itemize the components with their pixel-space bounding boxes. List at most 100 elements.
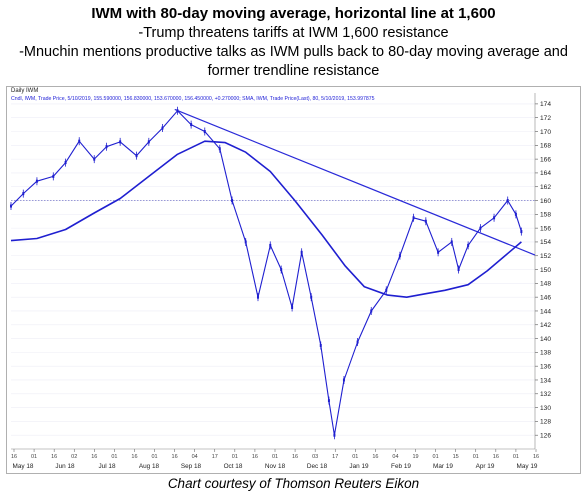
x-day-label: 01 bbox=[232, 454, 238, 460]
price-candle-body bbox=[161, 126, 164, 130]
grid-layer: 1261281301321341361381401421441461481501… bbox=[11, 93, 551, 470]
y-tick-label: 126 bbox=[540, 432, 551, 439]
y-tick-label: 170 bbox=[540, 129, 551, 136]
price-candle-body bbox=[327, 399, 330, 403]
price-candle-body bbox=[333, 433, 336, 437]
price-candle-body bbox=[10, 204, 12, 208]
price-candle-body bbox=[93, 157, 96, 161]
y-tick-label: 144 bbox=[540, 308, 551, 315]
x-day-label: 04 bbox=[392, 454, 398, 460]
x-day-label: 16 bbox=[51, 454, 57, 460]
price-candle-body bbox=[35, 179, 38, 183]
price-candle-body bbox=[119, 140, 122, 144]
price-candle-body bbox=[64, 161, 67, 165]
x-month-label: Mar 19 bbox=[433, 463, 453, 470]
price-candle-body bbox=[190, 123, 193, 127]
x-month-label: Apr 19 bbox=[476, 463, 495, 470]
y-tick-label: 160 bbox=[540, 198, 551, 205]
y-tick-label: 134 bbox=[540, 377, 551, 384]
x-day-label: 16 bbox=[372, 454, 378, 460]
price-candle-body bbox=[479, 226, 482, 230]
x-month-label: Jun 18 bbox=[55, 463, 75, 470]
chart-header: IWM with 80-day moving average, horizont… bbox=[0, 4, 587, 81]
x-month-label: Feb 19 bbox=[391, 463, 411, 470]
price-candle-body bbox=[52, 174, 55, 178]
price-candle-body bbox=[22, 192, 25, 196]
subtitle-line-2: -Mnuchin mentions productive talks as IW… bbox=[19, 44, 568, 79]
x-month-label: Aug 18 bbox=[139, 463, 160, 470]
price-candle-body bbox=[78, 139, 81, 143]
price-candle-body bbox=[218, 147, 221, 151]
panel-name: Daily IWM bbox=[11, 88, 39, 94]
x-month-label: Jul 18 bbox=[98, 463, 115, 470]
x-day-label: 01 bbox=[473, 454, 479, 460]
x-day-label: 01 bbox=[433, 454, 439, 460]
x-day-label: 01 bbox=[151, 454, 157, 460]
y-tick-label: 148 bbox=[540, 281, 551, 288]
price-candle-body bbox=[514, 212, 517, 216]
y-tick-label: 130 bbox=[540, 405, 551, 412]
price-chart: 1261281301321341361381401421441461481501… bbox=[10, 93, 551, 470]
chart-panel: Daily IWM Cndl, IWM, Trade Price, 5/10/2… bbox=[6, 86, 581, 474]
price-candle-body bbox=[244, 240, 247, 244]
x-month-label: Sep 18 bbox=[181, 463, 202, 470]
price-line bbox=[10, 110, 522, 436]
price-series bbox=[10, 106, 523, 440]
x-day-label: 16 bbox=[172, 454, 178, 460]
price-candle-body bbox=[256, 295, 259, 299]
x-month-label: May 18 bbox=[13, 463, 34, 470]
price-candle-body bbox=[147, 140, 150, 144]
x-month-label: Jan 19 bbox=[349, 463, 369, 470]
price-candle-body bbox=[310, 295, 313, 299]
y-tick-label: 142 bbox=[540, 322, 551, 329]
x-day-label: 16 bbox=[292, 454, 298, 460]
y-tick-label: 174 bbox=[540, 101, 551, 108]
y-tick-label: 138 bbox=[540, 350, 551, 357]
x-day-label: 17 bbox=[332, 454, 338, 460]
trendline bbox=[174, 108, 536, 256]
x-day-label: 16 bbox=[252, 454, 258, 460]
price-candle-body bbox=[105, 145, 108, 149]
x-day-label: 16 bbox=[11, 454, 17, 460]
x-day-label: 04 bbox=[192, 454, 198, 460]
price-candle-body bbox=[291, 306, 294, 310]
x-day-label: 19 bbox=[412, 454, 418, 460]
price-candle-body bbox=[319, 343, 322, 347]
price-candle-body bbox=[176, 109, 179, 113]
price-candle-body bbox=[342, 378, 345, 382]
price-candle-body bbox=[300, 250, 303, 254]
y-tick-label: 166 bbox=[540, 156, 551, 163]
price-candle-body bbox=[424, 219, 427, 223]
y-tick-label: 152 bbox=[540, 253, 551, 260]
price-candle-body bbox=[437, 250, 440, 254]
price-candle-body bbox=[356, 340, 359, 344]
x-day-label: 01 bbox=[111, 454, 117, 460]
y-tick-label: 146 bbox=[540, 294, 551, 301]
chart-title: IWM with 80-day moving average, horizont… bbox=[91, 5, 496, 22]
x-day-label: 01 bbox=[272, 454, 278, 460]
x-day-label: 15 bbox=[453, 454, 459, 460]
price-candle-body bbox=[398, 254, 401, 258]
price-candle-body bbox=[467, 243, 470, 247]
y-tick-label: 140 bbox=[540, 336, 551, 343]
y-tick-label: 150 bbox=[540, 267, 551, 274]
price-candle-body bbox=[280, 268, 283, 272]
x-day-label: 17 bbox=[212, 454, 218, 460]
x-month-label: Oct 18 bbox=[224, 463, 243, 470]
y-tick-label: 128 bbox=[540, 419, 551, 426]
price-candle-body bbox=[269, 243, 272, 247]
x-day-label: 16 bbox=[533, 454, 539, 460]
price-candle-body bbox=[385, 288, 388, 292]
x-month-label: Nov 18 bbox=[265, 463, 286, 470]
x-day-label: 01 bbox=[31, 454, 37, 460]
y-tick-label: 156 bbox=[540, 225, 551, 232]
price-candle-body bbox=[135, 154, 138, 158]
x-day-label: 03 bbox=[312, 454, 318, 460]
price-candle-body bbox=[450, 240, 453, 244]
y-tick-label: 168 bbox=[540, 143, 551, 150]
moving-average-line bbox=[10, 140, 522, 298]
x-day-label: 16 bbox=[91, 454, 97, 460]
chart-credit: Chart courtesy of Thomson Reuters Eikon bbox=[167, 476, 420, 491]
price-candle-body bbox=[412, 216, 415, 220]
price-candle-body bbox=[457, 268, 460, 272]
